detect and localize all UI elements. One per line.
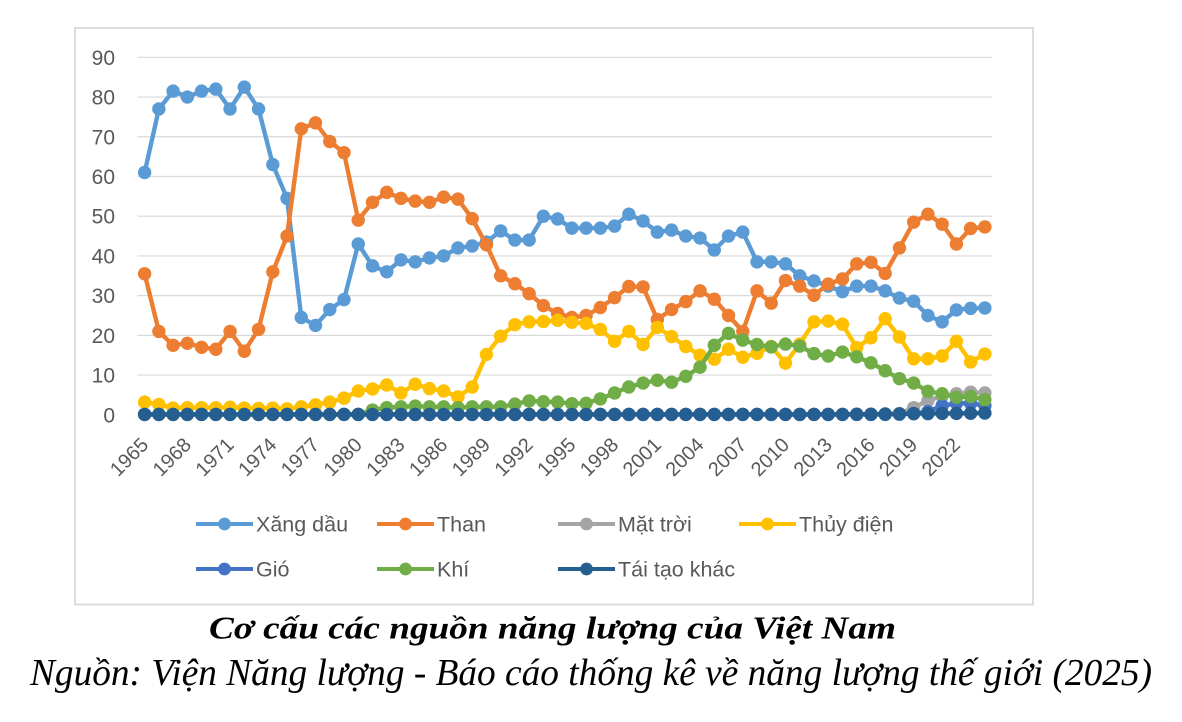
svg-text:Tái tạo khác: Tái tạo khác [618, 558, 735, 582]
svg-text:Nguồn: Viện Năng lượng - Báo c: Nguồn: Viện Năng lượng - Báo cáo thống k… [29, 652, 1152, 694]
svg-text:Than: Than [437, 513, 486, 537]
svg-text:Thủy điện: Thủy điện [799, 513, 893, 537]
svg-text:40: 40 [92, 245, 115, 268]
svg-text:0: 0 [103, 404, 115, 427]
svg-text:20: 20 [92, 325, 115, 348]
svg-text:Mặt trời: Mặt trời [618, 513, 692, 537]
svg-text:90: 90 [92, 47, 115, 70]
svg-text:10: 10 [92, 365, 115, 388]
svg-text:80: 80 [92, 87, 115, 110]
svg-text:Cơ cấu các nguồn năng lượng củ: Cơ cấu các nguồn năng lượng của Việt Nam [209, 610, 896, 646]
svg-text:30: 30 [92, 285, 115, 308]
svg-text:Xăng dầu: Xăng dầu [256, 513, 348, 537]
svg-text:Gió: Gió [256, 558, 290, 582]
svg-text:Khí: Khí [437, 558, 469, 582]
svg-text:50: 50 [92, 206, 115, 229]
svg-text:60: 60 [92, 166, 115, 189]
svg-text:70: 70 [92, 126, 115, 149]
